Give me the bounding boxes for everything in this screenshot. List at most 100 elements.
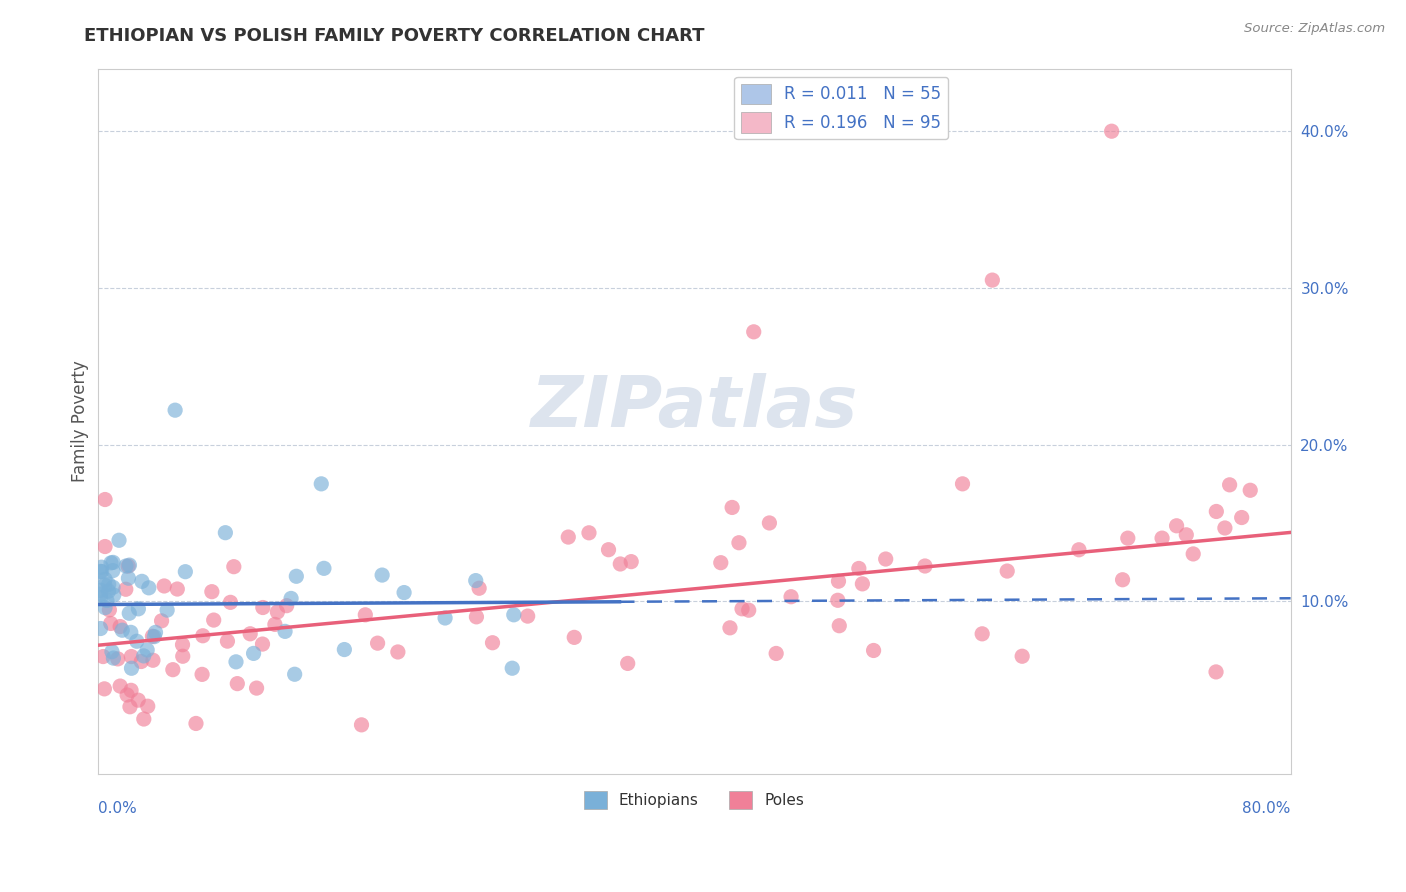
Point	[952, 476, 974, 491]
Point	[118, 558, 141, 573]
Point	[367, 636, 389, 650]
Point	[101, 645, 124, 659]
Point	[284, 667, 307, 681]
Point	[100, 556, 122, 570]
Legend: Ethiopians, Poles: Ethiopians, Poles	[578, 785, 810, 815]
Point	[758, 516, 780, 530]
Point	[252, 637, 274, 651]
Point	[1116, 531, 1139, 545]
Point	[1011, 649, 1033, 664]
Point	[108, 619, 131, 633]
Point	[914, 559, 936, 574]
Point	[578, 525, 600, 540]
Point	[103, 588, 125, 602]
Point	[136, 643, 159, 657]
Point	[765, 647, 787, 661]
Point	[201, 584, 224, 599]
Point	[111, 624, 134, 638]
Point	[172, 649, 194, 664]
Point	[145, 625, 167, 640]
Text: Source: ZipAtlas.com: Source: ZipAtlas.com	[1244, 22, 1385, 36]
Point	[91, 649, 114, 664]
Point	[827, 593, 849, 607]
Point	[1111, 573, 1133, 587]
Point	[108, 679, 131, 693]
Point	[120, 625, 142, 640]
Point	[165, 403, 187, 417]
Text: ETHIOPIAN VS POLISH FAMILY POVERTY CORRELATION CHART: ETHIOPIAN VS POLISH FAMILY POVERTY CORRE…	[84, 27, 704, 45]
Point	[1205, 665, 1227, 679]
Point	[90, 560, 112, 574]
Point	[1230, 510, 1253, 524]
Point	[93, 578, 115, 592]
Y-axis label: Family Poverty: Family Poverty	[72, 360, 89, 482]
Point	[1239, 483, 1261, 498]
Point	[114, 582, 136, 597]
Point	[90, 565, 112, 579]
Point	[1213, 521, 1236, 535]
Point	[1182, 547, 1205, 561]
Point	[285, 569, 308, 583]
Point	[142, 653, 165, 667]
Point	[266, 605, 288, 619]
Point	[100, 616, 122, 631]
Point	[1152, 531, 1174, 545]
Point	[242, 647, 264, 661]
Point	[392, 585, 415, 599]
Point	[219, 595, 242, 609]
Point	[117, 559, 139, 574]
Point	[226, 676, 249, 690]
Point	[728, 535, 751, 549]
Point	[191, 667, 214, 681]
Point	[464, 574, 486, 588]
Point	[848, 561, 870, 575]
Point	[225, 655, 247, 669]
Point	[371, 568, 394, 582]
Point	[141, 629, 163, 643]
Point	[1205, 504, 1227, 518]
Point	[115, 688, 138, 702]
Point	[468, 581, 491, 595]
Point	[172, 638, 194, 652]
Point	[94, 492, 117, 507]
Text: 80.0%: 80.0%	[1243, 801, 1291, 815]
Point	[98, 603, 121, 617]
Point	[217, 634, 239, 648]
Point	[101, 564, 124, 578]
Point	[90, 622, 112, 636]
Point	[609, 557, 631, 571]
Point	[125, 634, 148, 648]
Point	[131, 574, 153, 589]
Point	[97, 584, 120, 599]
Point	[557, 530, 579, 544]
Point	[780, 590, 803, 604]
Point	[516, 609, 538, 624]
Point	[108, 533, 131, 548]
Point	[245, 681, 267, 695]
Point	[90, 583, 112, 598]
Point	[239, 627, 262, 641]
Point	[828, 618, 851, 632]
Point	[127, 602, 149, 616]
Point	[276, 599, 298, 613]
Point	[354, 607, 377, 622]
Point	[121, 661, 143, 675]
Point	[174, 565, 197, 579]
Point	[738, 603, 761, 617]
Point	[184, 716, 207, 731]
Point	[434, 611, 457, 625]
Point	[115, 559, 138, 574]
Point	[136, 699, 159, 714]
Point	[718, 621, 741, 635]
Point	[117, 571, 139, 585]
Point	[620, 555, 643, 569]
Point	[280, 591, 302, 606]
Point	[972, 627, 994, 641]
Point	[502, 607, 524, 622]
Point	[191, 629, 214, 643]
Point	[981, 273, 1004, 287]
Point	[90, 565, 112, 579]
Point	[562, 631, 585, 645]
Point	[862, 643, 884, 657]
Point	[94, 600, 117, 615]
